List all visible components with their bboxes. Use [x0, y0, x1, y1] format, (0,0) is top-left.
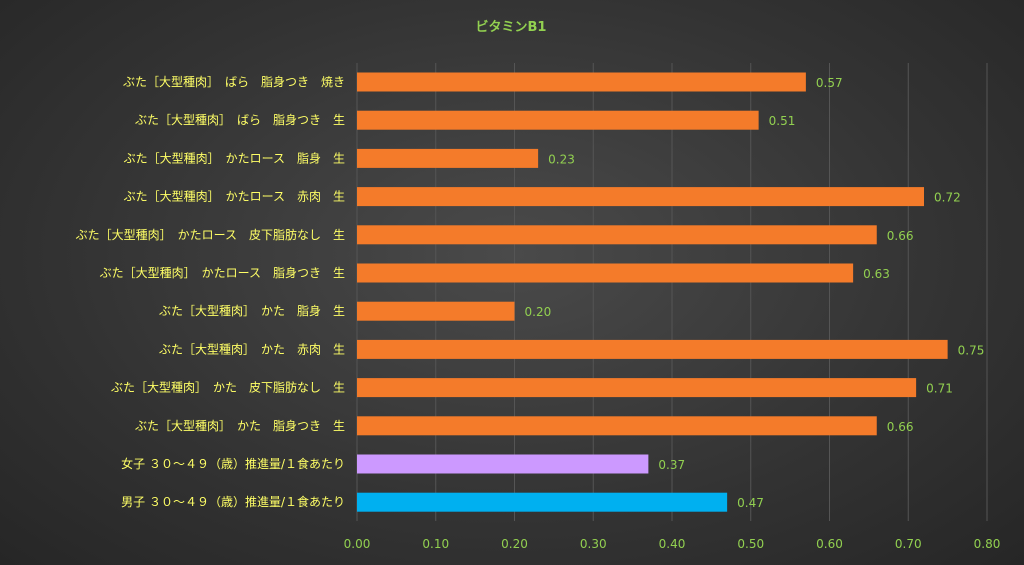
bar	[357, 454, 649, 474]
bar	[357, 110, 759, 130]
x-axis-tick-labels: 0.00 0.10 0.20 0.30 0.40 0.50 0.60 0.70 0.80	[344, 537, 1001, 551]
x-tick-label: 0.20	[501, 537, 528, 551]
data-label: 0.20	[525, 305, 552, 319]
category-label: ぶた［大型種肉］ ばら 脂身つき 焼き	[123, 74, 345, 89]
category-label: ぶた［大型種肉］ ばら 脂身つき 生	[135, 112, 345, 127]
data-label: 0.23	[548, 152, 575, 166]
data-label: 0.66	[887, 420, 914, 434]
x-tick-label: 0.00	[344, 537, 371, 551]
x-tick-label: 0.40	[659, 537, 686, 551]
bar	[357, 492, 728, 512]
data-label: 0.47	[737, 496, 764, 510]
bar	[357, 225, 877, 245]
category-label: ぶた［大型種肉］ かた 脂身 生	[159, 303, 345, 318]
x-tick-label: 0.60	[816, 537, 843, 551]
x-tick-label: 0.50	[737, 537, 764, 551]
data-label: 0.63	[863, 267, 890, 281]
bar	[357, 263, 854, 283]
x-tick-label: 0.30	[580, 537, 607, 551]
data-label: 0.66	[887, 229, 914, 243]
category-label: ぶた［大型種肉］ かたロース 脂身つき 生	[100, 265, 345, 280]
bar	[357, 187, 924, 207]
data-label: 0.72	[934, 191, 961, 205]
bar	[357, 378, 917, 398]
category-label: ぶた［大型種肉］ かたロース 赤肉 生	[124, 190, 345, 204]
chart-title: ビタミンB1	[476, 19, 547, 35]
data-label: 0.75	[958, 343, 985, 357]
bar	[357, 301, 515, 321]
data-label: 0.51	[769, 114, 796, 128]
data-label: 0.37	[658, 458, 685, 472]
category-label: 女子 ３０～４９（歳）推進量/１食あたり	[121, 456, 345, 471]
category-label: ぶた［大型種肉］ かたロース 脂身 生	[124, 150, 345, 165]
category-label: ぶた［大型種肉］ かた 脂身つき 生	[135, 418, 345, 433]
x-tick-label: 0.80	[974, 537, 1001, 551]
category-label: ぶた［大型種肉］ かたロース 皮下脂肪なし 生	[76, 227, 345, 242]
data-label: 0.57	[816, 76, 843, 90]
data-labels: 0.57 0.51 0.23 0.72 0.66 0.63 0.20 0.75 0.71 0.66…	[525, 76, 985, 510]
bars	[357, 72, 948, 512]
category-label: ぶた［大型種肉］ かた 赤肉 生	[159, 342, 345, 356]
gridlines	[356, 63, 988, 521]
category-label: 男子 ３０～４９（歳）推進量/１食あたり	[121, 494, 345, 509]
bar	[357, 72, 806, 92]
x-tick-label: 0.70	[895, 537, 922, 551]
bar	[357, 148, 539, 168]
data-label: 0.71	[926, 382, 953, 396]
bar	[357, 416, 877, 436]
category-label: ぶた［大型種肉］ かた 皮下脂肪なし 生	[111, 380, 345, 395]
x-tick-label: 0.10	[422, 537, 449, 551]
bar	[357, 339, 948, 359]
